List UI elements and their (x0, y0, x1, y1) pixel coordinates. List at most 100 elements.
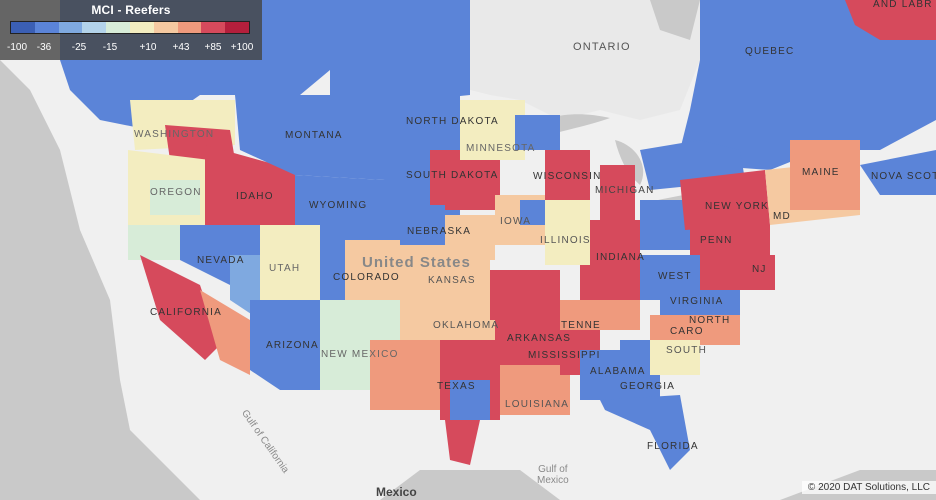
region-ne-blue (385, 205, 445, 245)
legend-tick-label: -36 (36, 42, 52, 53)
region-nj (745, 255, 775, 290)
label-nevada: NEVADA (197, 255, 245, 266)
region-minnesota (460, 100, 525, 160)
region-iowa-blue (520, 200, 548, 225)
canada-unshaded (470, 0, 700, 120)
label-tennessee: TENNE (561, 320, 601, 331)
label-california: CALIFORNIA (150, 307, 223, 318)
label-new-york: NEW YORK (705, 201, 769, 212)
label-carolina: CARO (670, 326, 704, 337)
label-mississippi: MISSISSIPPI (528, 350, 601, 361)
region-montana (235, 95, 385, 180)
label-indiana: INDIANA (596, 252, 645, 263)
label-oklahoma: OKLAHOMA (433, 320, 500, 331)
region-california-n (128, 225, 180, 260)
label-labrador: AND LABR (873, 0, 933, 10)
label-penn: PENN (700, 235, 733, 246)
legend-swatch (201, 22, 226, 33)
label-texas: TEXAS (437, 381, 476, 392)
region-oregon-c (150, 180, 200, 215)
label-wisconsin: WISCONSIN (533, 171, 602, 182)
legend-color-scale (10, 21, 250, 34)
legend-swatch (34, 22, 59, 33)
region-illinois (545, 200, 590, 265)
region-tennessee (560, 300, 640, 330)
region-nova-scotia (860, 150, 936, 195)
region-sask-manitoba (330, 0, 470, 100)
region-alabama (580, 350, 630, 400)
label-minnesota: MINNESOTA (466, 143, 536, 154)
legend-swatch (58, 22, 83, 33)
region-sd-east (430, 150, 500, 210)
label-north: NORTH (689, 315, 731, 326)
region-missouri (490, 270, 560, 320)
label-ontario: ONTARIO (573, 41, 631, 53)
region-idaho (205, 145, 295, 225)
label-quebec: QUEBEC (745, 46, 795, 57)
hudson-bay-area (650, 0, 700, 40)
region-labrador (845, 0, 936, 40)
legend-tick-label: +10 (139, 42, 157, 53)
region-utah (260, 225, 320, 300)
label-nebraska: NEBRASKA (407, 226, 472, 237)
label-virginia: VIRGINIA (670, 296, 724, 307)
legend-tick-label: +100 (230, 42, 254, 53)
label-mexico: Mexico (376, 485, 417, 499)
legend-tick-label: +43 (172, 42, 190, 53)
legend-swatch (106, 22, 130, 33)
map-legend: MCI - Reefers -100 -36 -25 -15 +10 +43 +85 +100 (0, 0, 262, 60)
region-arizona (250, 300, 320, 390)
label-louisiana: LOUISIANA (505, 399, 570, 410)
label-gulf-of-mexico: Gulf of Mexico (537, 464, 569, 486)
region-maine (790, 140, 860, 210)
label-illinois: ILLINOIS (540, 235, 591, 246)
region-virginia (660, 290, 740, 315)
region-texas-w (370, 340, 440, 410)
label-wyoming: WYOMING (309, 200, 368, 211)
legend-swatch (129, 22, 154, 33)
legend-swatch (153, 22, 178, 33)
region-west-virginia (640, 255, 700, 300)
label-arkansas: ARKANSAS (507, 333, 572, 344)
label-south-dakota: SOUTH DAKOTA (406, 170, 499, 181)
region-texas-s (445, 420, 480, 465)
region-ca-orange (200, 290, 250, 375)
legend-title: MCI - Reefers (91, 3, 171, 17)
label-idaho: IDAHO (236, 191, 274, 202)
region-quebec (680, 0, 936, 170)
label-nova-scotia: NOVA SCOTIA (871, 171, 936, 182)
region-arkansas (495, 320, 560, 365)
label-nj: NJ (752, 264, 767, 275)
region-michigan (600, 165, 635, 225)
region-new-york (680, 170, 770, 230)
label-florida: FLORIDA (647, 441, 699, 452)
label-arizona: ARIZONA (266, 340, 319, 351)
region-indiana (590, 220, 640, 275)
lake-huron (615, 140, 644, 185)
label-colorado: COLORADO (333, 272, 400, 283)
label-alabama: ALABAMA (590, 366, 646, 377)
region-oklahoma (400, 300, 495, 345)
region-north-carolina (650, 315, 740, 345)
label-washington: WASHINGTON (134, 129, 215, 140)
region-wisconsin (545, 150, 590, 200)
region-louisiana (500, 365, 570, 415)
label-united-states: United States (362, 254, 471, 271)
region-kansas (370, 260, 490, 305)
label-utah: UTAH (269, 263, 301, 274)
region-wi-north (515, 115, 560, 150)
label-georgia: GEORGIA (620, 381, 676, 392)
copyright-notice[interactable]: © 2020 DAT Solutions, LLC (801, 481, 936, 494)
label-new-mexico: NEW MEXICO (321, 349, 399, 360)
region-md (700, 245, 750, 290)
label-montana: MONTANA (285, 130, 343, 141)
label-west: WEST (658, 271, 692, 282)
region-california (140, 255, 220, 360)
region-florida (600, 395, 690, 470)
label-kansas: KANSAS (428, 275, 476, 286)
legend-swatch (11, 22, 35, 33)
legend-tick-label: -15 (102, 42, 118, 53)
legend-tick-label: -25 (71, 42, 87, 53)
region-south-carolina (650, 340, 700, 375)
